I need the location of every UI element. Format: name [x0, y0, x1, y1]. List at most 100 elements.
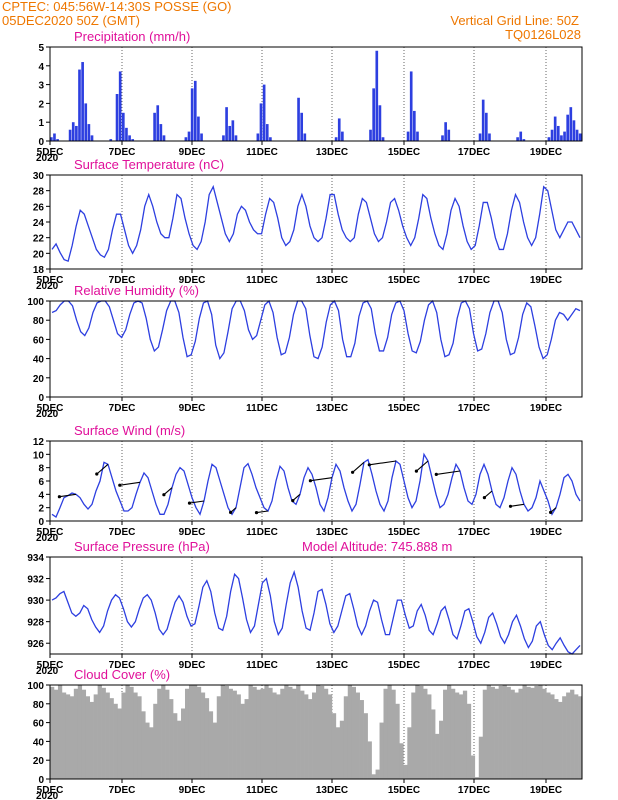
precip-bar [153, 112, 156, 141]
cloud-bar [566, 692, 571, 779]
x-tick-label: 15DEC [388, 403, 420, 414]
cloud-bar [375, 769, 380, 779]
wind-arrow-head [414, 469, 418, 473]
x-tick-label: 5DEC [37, 275, 64, 286]
cloud-bar [252, 686, 257, 779]
cloud-bar [387, 685, 392, 779]
precip-bar [53, 133, 56, 141]
wind-arrow-head [118, 483, 122, 487]
x-tick-label: 7DEC [109, 527, 136, 538]
cloud-bar [97, 685, 102, 779]
cloud-bar [149, 727, 154, 779]
header-location: CPTEC: 045:56W-14:30S POSSE (GO) [2, 0, 232, 14]
cloud-bar [363, 713, 368, 779]
x-year-fragment: 2020 [36, 281, 59, 292]
y-tick-label: 40 [33, 355, 45, 366]
cloud-bar [514, 692, 519, 779]
precip-bar [234, 135, 238, 141]
y-tick-label: 12 [33, 437, 45, 448]
y-tick-label: 20 [33, 374, 45, 385]
precip-bar [406, 131, 410, 141]
precip-bar [190, 88, 194, 141]
precip-bar [484, 112, 488, 141]
cloud-bar [61, 692, 67, 779]
temperature-line [51, 184, 581, 263]
precip-bar [162, 135, 166, 141]
cloud-bar [359, 700, 364, 779]
cloud-bar [196, 686, 202, 779]
precip-bar [569, 107, 573, 141]
cloud-bar [101, 687, 106, 779]
y-tick-label: 80 [33, 316, 45, 327]
y-tick-label: 40 [33, 737, 45, 748]
precip-bar [125, 127, 128, 141]
y-tick-label: 2 [38, 99, 44, 110]
cloud-bar [300, 690, 305, 779]
wind-arrow [119, 481, 141, 486]
precip-bar [50, 137, 53, 141]
cloud-bar [339, 720, 345, 779]
precip-bar [441, 135, 444, 141]
wind-arrow [484, 490, 493, 499]
cloud-bar [494, 688, 499, 779]
cloud-bar [161, 685, 166, 779]
cloud-bar [157, 688, 162, 779]
cloud-bar [212, 722, 218, 779]
x-tick-label: 19DEC [530, 660, 562, 671]
cloud-bar [232, 690, 237, 779]
cloud-bar [268, 687, 273, 779]
y-tick-label: 20 [33, 249, 45, 260]
x-tick-label: 9DEC [179, 660, 206, 671]
precip-bar [566, 114, 570, 141]
cloud-bar [403, 764, 408, 779]
cloud-bar [316, 685, 321, 779]
wind-arrow-head [351, 470, 355, 474]
precip-bar [75, 125, 78, 141]
precip-bar [488, 133, 491, 141]
cloud-bar [192, 685, 198, 779]
cloud-bar [466, 703, 472, 779]
precip-bar [121, 112, 125, 141]
cloud-bar [85, 696, 90, 779]
wind-arrow-head [434, 472, 438, 476]
humidity-title: Relative Humidity (%) [74, 283, 199, 298]
cloud-bar [343, 696, 349, 779]
precip-bar [225, 107, 228, 141]
precip-bar [109, 139, 113, 141]
y-tick-label: 926 [27, 639, 44, 650]
precip-bar [131, 139, 135, 141]
cloud-bar [371, 774, 376, 779]
y-tick-label: 0 [38, 775, 44, 786]
cloud-bar [415, 685, 420, 779]
precip-bar [447, 129, 451, 141]
precip-bar [481, 99, 485, 141]
cloud-bar [510, 689, 515, 779]
precip-bar [193, 80, 197, 141]
cloud-bar [351, 686, 356, 779]
cloud-bar [169, 699, 174, 779]
x-tick-label: 17DEC [458, 785, 490, 796]
y-tick-label: 20 [33, 756, 45, 767]
precip-bar [300, 112, 304, 141]
cloud-bar [538, 685, 543, 779]
y-tick-label: 4 [38, 62, 44, 73]
cloud-bar [236, 694, 241, 779]
cloud-bar [50, 686, 55, 779]
cloud-bar [423, 688, 428, 779]
wind-arrow-head [95, 472, 99, 476]
precip-bar [556, 125, 560, 141]
cloud-bar [308, 699, 313, 779]
precip-bar [56, 139, 59, 141]
precip-bar [416, 131, 419, 141]
wind-arrow [96, 463, 109, 475]
x-tick-label: 11DEC [246, 275, 278, 286]
cloud-bar [292, 688, 297, 779]
cloud-bar [347, 685, 353, 779]
cloud-bar [530, 687, 535, 779]
precipitation-title: Precipitation (mm/h) [74, 29, 190, 44]
cloud-bar [145, 722, 150, 779]
cloud-bar [248, 685, 253, 779]
cloud-bar [256, 689, 261, 779]
